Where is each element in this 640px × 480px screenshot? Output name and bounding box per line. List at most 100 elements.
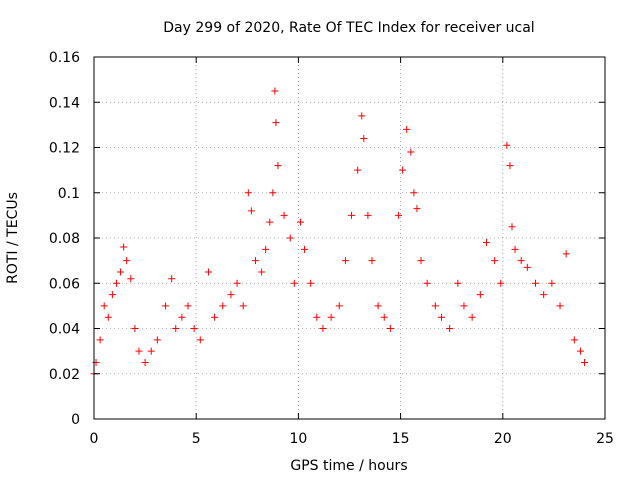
y-tick-label: 0.08 (49, 231, 80, 247)
data-point (271, 87, 279, 95)
data-point (272, 119, 280, 127)
data-point (576, 347, 584, 355)
data-point (296, 218, 304, 226)
data-point (184, 302, 192, 310)
x-tick-label: 20 (494, 431, 512, 447)
data-point (358, 112, 366, 120)
data-point (423, 279, 431, 287)
y-tick-label: 0.06 (49, 276, 80, 292)
data-point (335, 302, 343, 310)
data-point (399, 166, 407, 174)
data-point (570, 336, 578, 344)
x-axis-label: GPS time / hours (290, 458, 407, 474)
data-point (196, 336, 204, 344)
data-point (233, 279, 241, 287)
data-point (247, 207, 255, 215)
data-point (386, 325, 394, 332)
data-point (178, 313, 186, 321)
data-point (286, 234, 294, 242)
x-tick-label: 10 (289, 431, 307, 447)
data-point (532, 279, 540, 287)
data-point (190, 325, 198, 332)
y-tick-label: 0.02 (49, 367, 80, 383)
y-tick-label: 0.1 (58, 186, 80, 202)
data-point (120, 243, 128, 251)
data-point (380, 313, 388, 321)
data-point (410, 189, 418, 197)
data-point (104, 313, 112, 321)
data-point (172, 325, 180, 332)
data-point (482, 239, 490, 247)
data-points (90, 87, 589, 378)
x-axis-ticks: 0 5 10 15 20 25 (90, 57, 614, 447)
data-point (262, 245, 270, 253)
data-point (508, 223, 516, 231)
data-point (506, 162, 514, 170)
y-tick-label: 0 (71, 412, 80, 428)
data-point (153, 336, 161, 344)
y-tick-label: 0.04 (49, 322, 80, 338)
data-point (360, 134, 368, 142)
y-tick-label: 0.12 (49, 141, 80, 157)
data-point (290, 279, 298, 287)
data-point (341, 257, 349, 265)
data-point (112, 279, 120, 287)
data-point (274, 162, 282, 170)
data-point (327, 313, 335, 321)
grid (94, 57, 605, 419)
data-point (280, 211, 288, 219)
data-point (374, 302, 382, 310)
data-point (204, 268, 212, 276)
data-point (147, 347, 155, 355)
data-point (269, 189, 277, 197)
data-point (454, 279, 462, 287)
data-point (319, 325, 327, 332)
data-point (395, 211, 403, 219)
data-point (468, 313, 476, 321)
data-point (460, 302, 468, 310)
data-point (368, 257, 376, 265)
data-point (548, 279, 556, 287)
data-point (503, 141, 511, 149)
data-point (497, 279, 505, 287)
data-point (556, 302, 564, 310)
data-point (227, 291, 235, 299)
x-tick-label: 5 (192, 431, 201, 447)
data-point (244, 189, 252, 197)
data-point (96, 336, 104, 344)
data-point (131, 325, 139, 332)
data-point (446, 325, 454, 332)
data-point (407, 148, 415, 156)
data-point (266, 218, 274, 226)
y-axis-label: ROTI / TECUs (5, 192, 21, 284)
data-point (307, 279, 315, 287)
data-point (301, 245, 309, 253)
data-point (364, 211, 372, 219)
data-point (417, 257, 425, 265)
data-point (117, 268, 125, 276)
data-point (108, 291, 116, 299)
x-tick-label: 0 (90, 431, 99, 447)
data-point (100, 302, 108, 310)
data-point (258, 268, 266, 276)
data-point (562, 250, 570, 258)
data-point (511, 245, 519, 253)
data-point (581, 358, 589, 366)
data-point (517, 257, 525, 265)
y-tick-label: 0.16 (49, 50, 80, 66)
data-point (431, 302, 439, 310)
data-point (313, 313, 321, 321)
data-point (211, 313, 219, 321)
y-axis-ticks: 0 0.02 0.04 0.06 0.08 0.1 0.12 0.14 0.16 (49, 50, 605, 428)
x-tick-label: 15 (392, 431, 410, 447)
data-point (251, 257, 259, 265)
data-point (354, 166, 362, 174)
data-point (168, 275, 176, 283)
data-point (123, 257, 131, 265)
data-point (162, 302, 170, 310)
data-point (413, 205, 421, 213)
data-point (403, 125, 411, 133)
data-point (348, 211, 356, 219)
data-point (437, 313, 445, 321)
